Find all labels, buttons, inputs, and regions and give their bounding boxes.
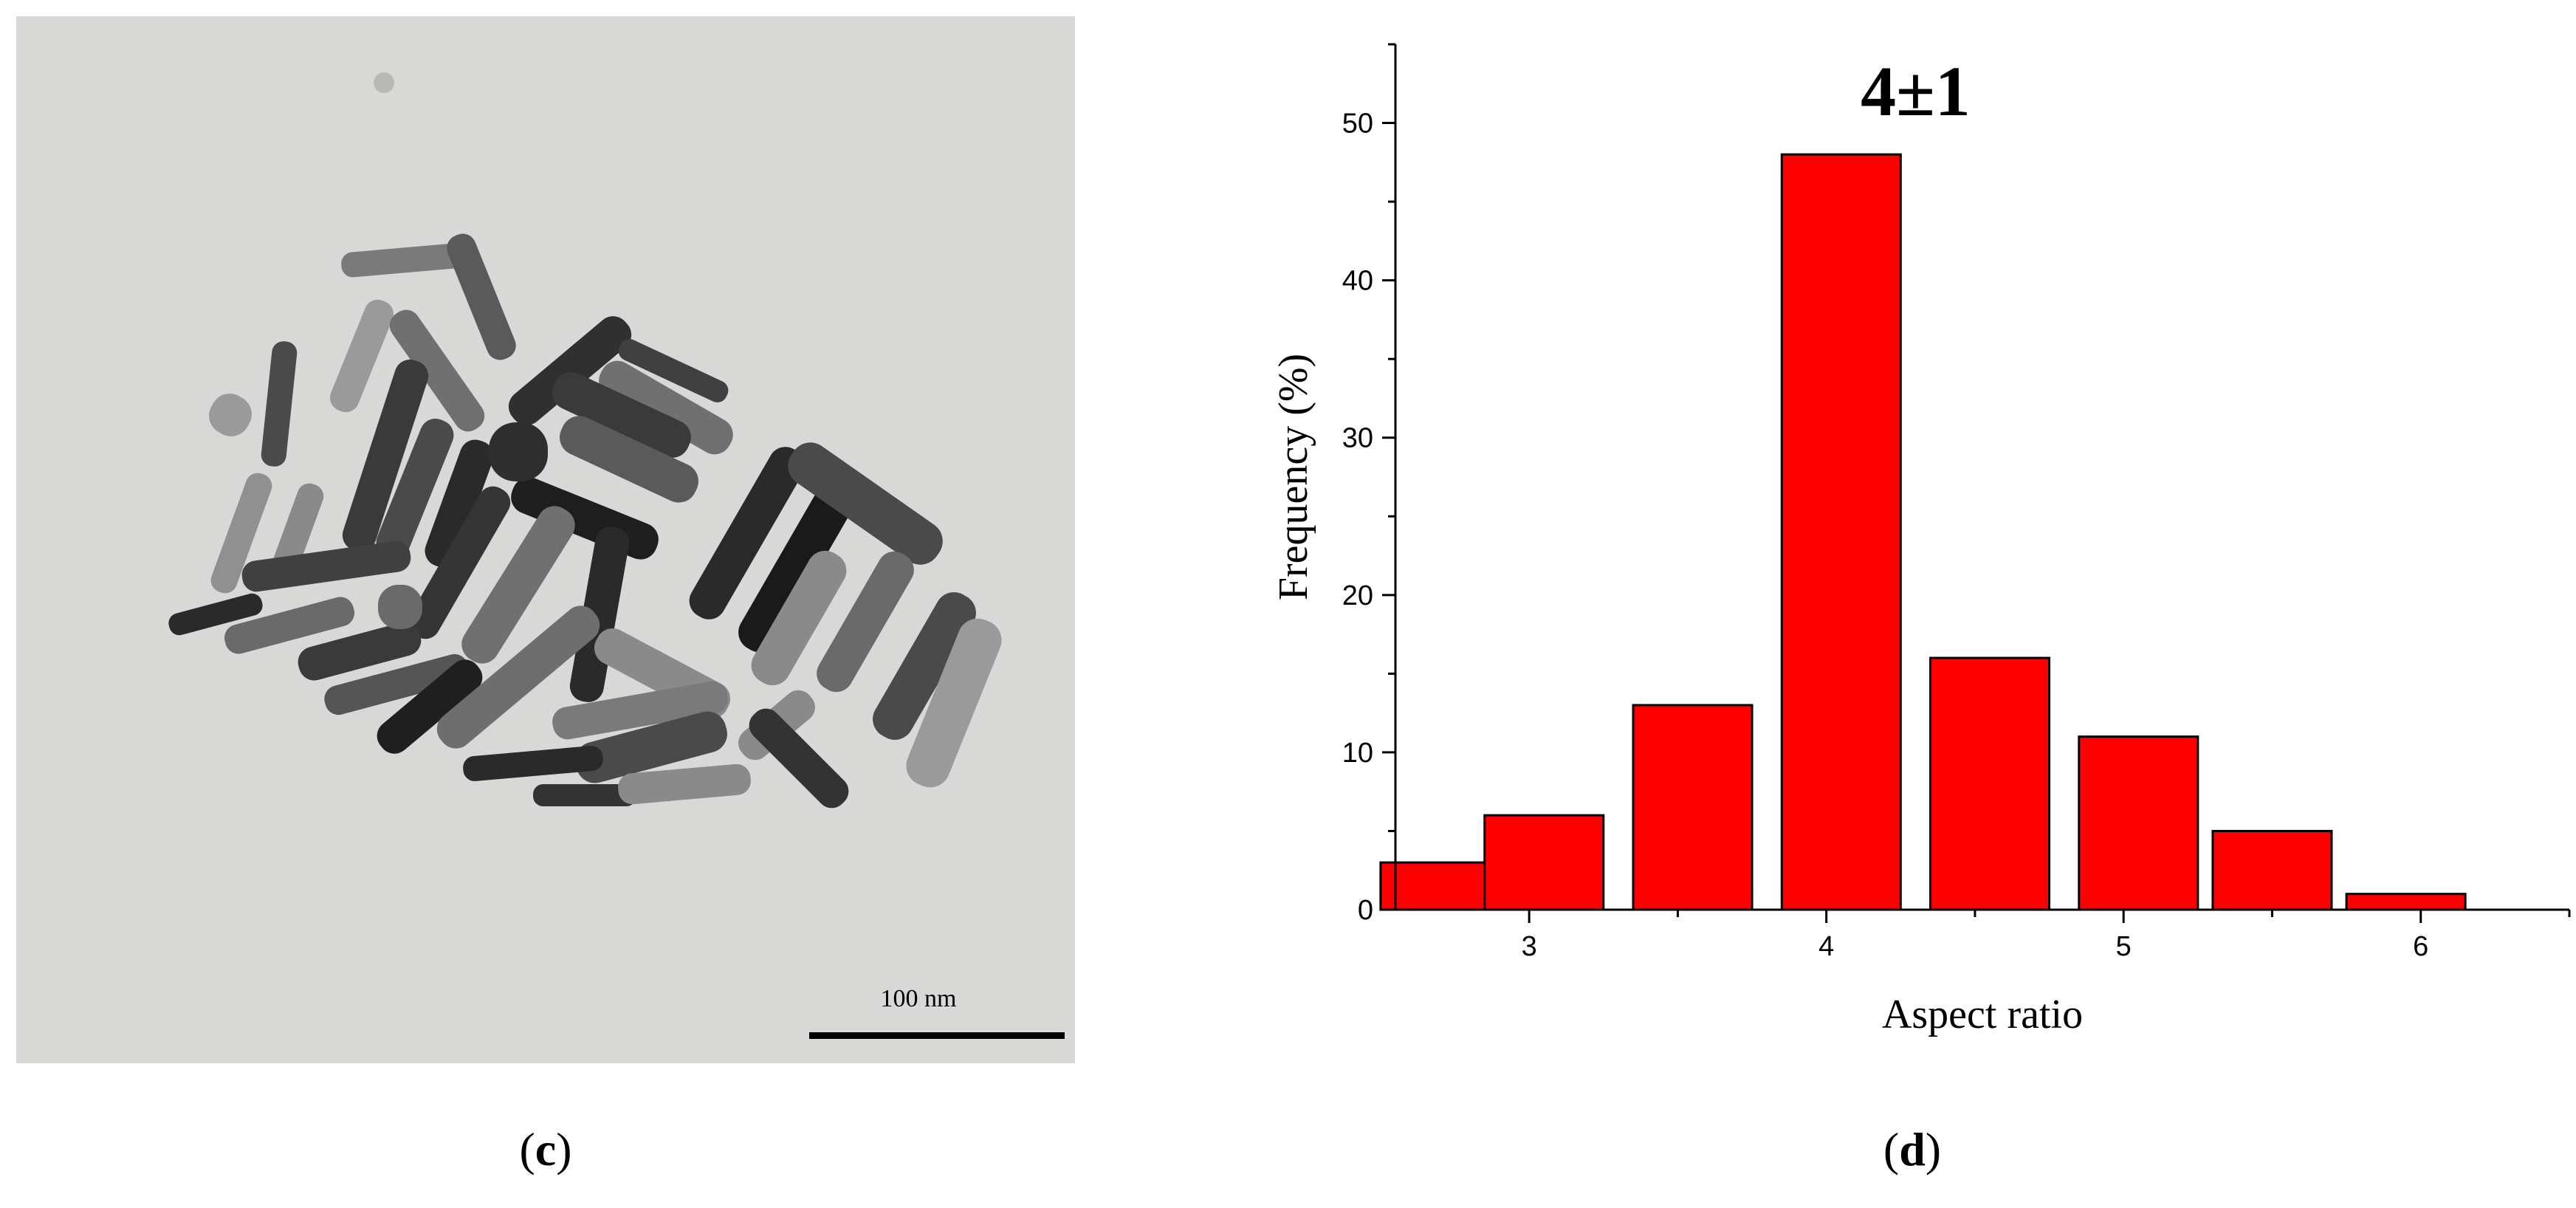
nanorod bbox=[873, 592, 976, 740]
nanorod bbox=[376, 418, 454, 560]
nanorod bbox=[751, 550, 847, 686]
nanorod bbox=[210, 473, 272, 594]
nanorod bbox=[408, 486, 511, 639]
nanorod bbox=[508, 316, 632, 425]
nanorod bbox=[489, 422, 548, 481]
axes-group: 0 10 20 30 40 50 3 4 5 6 bbox=[1342, 43, 2571, 962]
x-axis-title: Aspect ratio bbox=[1882, 992, 2083, 1037]
nanorod bbox=[377, 659, 483, 754]
nanorod bbox=[224, 597, 355, 654]
nanorod bbox=[749, 708, 849, 809]
nanorod bbox=[168, 593, 263, 636]
nanorod bbox=[599, 360, 733, 455]
x-tick-label: 5 bbox=[2116, 931, 2132, 962]
nanorod bbox=[378, 585, 422, 629]
nanorod bbox=[817, 551, 914, 693]
nanorod bbox=[261, 341, 298, 467]
nanorod bbox=[618, 763, 751, 805]
nanorod bbox=[447, 233, 516, 360]
bar bbox=[1379, 861, 1501, 911]
nanorods-micrograph bbox=[168, 72, 1002, 809]
nanorod bbox=[689, 447, 806, 620]
nanorod bbox=[552, 681, 728, 740]
x-tick-label: 4 bbox=[1818, 931, 1834, 962]
nanorod bbox=[209, 394, 252, 436]
tem-image: 100 nm bbox=[16, 16, 1075, 1063]
nanorod bbox=[463, 746, 603, 781]
panel-label-d: (d) bbox=[1883, 1123, 1942, 1176]
nanorod bbox=[575, 711, 727, 783]
nanorod bbox=[298, 622, 422, 681]
nanorod bbox=[324, 653, 469, 715]
bar bbox=[1483, 814, 1605, 911]
nanorod bbox=[560, 416, 698, 503]
panel-label-c: (c) bbox=[519, 1123, 572, 1176]
scale-bar bbox=[809, 1032, 1065, 1039]
y-tick-label: 0 bbox=[1358, 895, 1373, 926]
nanorod bbox=[738, 473, 859, 653]
y-tick-label: 10 bbox=[1342, 738, 1373, 769]
x-tick-label: 6 bbox=[2413, 931, 2428, 962]
y-axis-title: Frequency (%) bbox=[1271, 354, 1316, 600]
nanorod bbox=[329, 299, 394, 413]
bar bbox=[2345, 893, 2467, 911]
aspect-ratio-annotation: 4±1 bbox=[1861, 52, 1971, 131]
nanorod bbox=[342, 359, 429, 552]
nanorod bbox=[906, 618, 1002, 788]
nanorod bbox=[389, 309, 485, 432]
y-tick-label: 40 bbox=[1342, 266, 1373, 297]
nanorod bbox=[341, 242, 474, 278]
bar bbox=[2211, 829, 2333, 911]
y-tick-label: 30 bbox=[1342, 423, 1373, 454]
nanorod bbox=[533, 784, 636, 806]
bar bbox=[1929, 656, 2051, 911]
nanorod bbox=[241, 540, 411, 592]
nanorod bbox=[436, 605, 600, 749]
bar bbox=[1632, 704, 1754, 911]
nanorod bbox=[618, 339, 729, 402]
bar bbox=[2078, 735, 2199, 911]
debris-speck bbox=[374, 72, 394, 93]
nanorod bbox=[552, 371, 691, 459]
bar bbox=[1780, 153, 1902, 911]
nanorod bbox=[425, 439, 494, 568]
bars-group bbox=[1379, 153, 2467, 911]
x-tick-label: 3 bbox=[1522, 931, 1537, 962]
nanorod bbox=[788, 442, 943, 565]
aspect-ratio-histogram: 0 10 20 30 40 50 3 4 5 6 Aspect ratio Frequency (… bbox=[1271, 43, 2571, 1037]
scale-bar-label: 100 nm bbox=[880, 985, 957, 1012]
nanorod bbox=[569, 526, 630, 702]
y-tick-label: 20 bbox=[1342, 580, 1373, 611]
y-tick-label: 50 bbox=[1342, 109, 1373, 140]
nanorod bbox=[461, 506, 575, 664]
